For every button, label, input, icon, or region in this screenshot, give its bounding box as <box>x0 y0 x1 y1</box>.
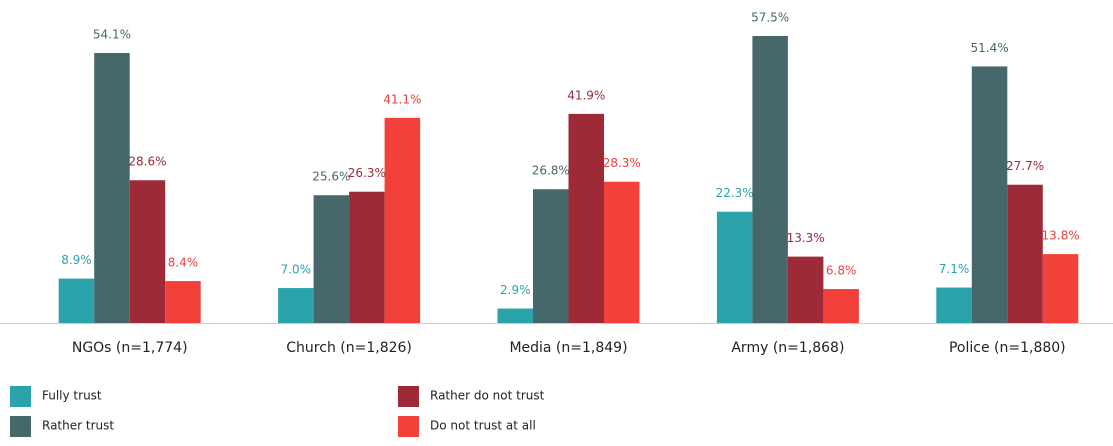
value-label: 26.3% <box>348 166 386 180</box>
bar <box>752 36 788 323</box>
value-label: 27.7% <box>1006 159 1044 173</box>
bar <box>568 113 604 323</box>
legend-swatch <box>10 386 31 407</box>
bar <box>936 287 972 323</box>
bar <box>971 66 1008 323</box>
value-label: 57.5% <box>751 11 789 25</box>
bar <box>533 189 569 323</box>
bar <box>497 308 533 323</box>
bar <box>349 191 385 323</box>
value-label: 41.1% <box>383 92 421 106</box>
x-tick-label: Church (n=1,826) <box>286 340 412 356</box>
x-tick-label: Media (n=1,849) <box>509 340 627 356</box>
value-label: 6.8% <box>826 264 857 278</box>
value-label: 13.3% <box>787 231 825 245</box>
legend-label: Do not trust at all <box>430 419 536 433</box>
legend-swatch <box>10 416 31 437</box>
legend-swatch <box>398 416 419 437</box>
bar <box>384 117 421 323</box>
bar <box>823 289 859 323</box>
bar <box>1042 254 1079 323</box>
value-label: 26.8% <box>532 164 570 178</box>
value-label: 54.1% <box>93 27 131 41</box>
x-tick-label: NGOs (n=1,774) <box>72 340 188 356</box>
x-tick-label: Police (n=1,880) <box>949 340 1066 356</box>
bar <box>1007 184 1043 323</box>
legend-label: Fully trust <box>42 389 102 403</box>
value-label: 8.4% <box>168 256 199 270</box>
value-label: 22.3% <box>716 186 754 200</box>
bar <box>716 211 753 323</box>
bar <box>604 181 640 323</box>
value-label: 51.4% <box>970 41 1008 55</box>
value-label: 7.1% <box>939 262 970 276</box>
value-label: 41.9% <box>567 88 605 102</box>
legend-label: Rather trust <box>42 419 114 433</box>
legend-swatch <box>398 386 419 407</box>
value-label: 28.6% <box>128 155 166 169</box>
bar <box>129 180 166 323</box>
bar <box>787 256 824 323</box>
legend-label: Rather do not trust <box>430 389 545 403</box>
value-label: 2.9% <box>500 283 531 297</box>
bar <box>58 278 95 323</box>
value-label: 13.8% <box>1041 229 1079 243</box>
x-tick-label: Army (n=1,868) <box>731 340 844 356</box>
value-label: 7.0% <box>281 263 312 277</box>
bar <box>165 281 201 323</box>
value-label: 28.3% <box>603 156 641 170</box>
value-label: 8.9% <box>61 253 92 267</box>
bar <box>278 288 314 323</box>
bar <box>313 195 350 323</box>
value-label: 25.6% <box>312 170 350 184</box>
bar <box>94 52 130 324</box>
